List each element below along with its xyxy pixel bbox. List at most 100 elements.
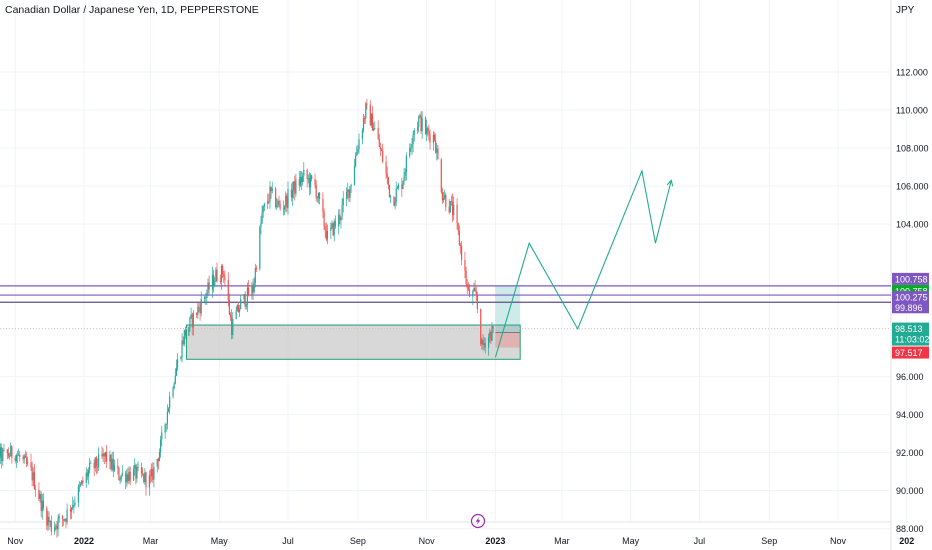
candle-body <box>403 175 405 182</box>
position-profit-zone[interactable] <box>495 285 521 333</box>
price-badge-label: 99.896 <box>895 303 923 313</box>
candle-body <box>196 312 198 315</box>
candle-body <box>357 148 359 152</box>
candle-body <box>128 471 130 481</box>
candle-body <box>102 453 104 457</box>
candle-body <box>348 189 350 198</box>
candle-body <box>338 214 340 227</box>
candle-body <box>245 304 247 307</box>
candle-body <box>490 332 492 341</box>
candle-body <box>385 161 387 174</box>
level-badge[interactable]: 100.758 <box>892 272 929 285</box>
candle-body <box>80 484 82 486</box>
candle-body <box>355 155 357 167</box>
candle-body <box>263 203 265 207</box>
candle-body <box>401 184 403 189</box>
candle-body <box>96 466 99 468</box>
candle-body <box>453 204 455 216</box>
candle-body <box>181 340 183 357</box>
candle-body <box>236 305 238 312</box>
candle-body <box>117 465 119 469</box>
candle-body <box>204 297 206 299</box>
candle-body <box>293 181 295 191</box>
candle-body <box>167 408 170 412</box>
candle-body <box>362 118 365 131</box>
candle-body <box>332 223 334 236</box>
candle-body <box>261 212 263 223</box>
candle-body <box>6 449 8 454</box>
candle-body <box>48 516 50 523</box>
x-tick-label: Mar <box>143 536 159 546</box>
candle-body <box>174 375 176 384</box>
candle-body <box>382 150 384 162</box>
projection-path[interactable] <box>494 168 672 358</box>
support-zone[interactable] <box>186 324 521 360</box>
candle-body <box>480 308 482 345</box>
candle-body <box>254 268 256 283</box>
candle-body <box>484 343 486 348</box>
candle-body <box>294 181 296 194</box>
price-badge-label: 97.517 <box>895 348 923 358</box>
candle-body <box>40 494 42 512</box>
candle-body <box>307 178 309 180</box>
level-badge[interactable]: 100.275 <box>892 291 929 304</box>
candle-body <box>24 455 26 458</box>
candle-body <box>93 462 95 469</box>
candle-body <box>492 326 494 329</box>
x-tick-label: Nov <box>7 536 24 546</box>
candle-body <box>299 177 302 186</box>
candle-body <box>277 200 279 206</box>
candle-body <box>420 115 422 132</box>
candle-body <box>322 198 324 212</box>
candle-body <box>34 489 37 490</box>
candle-body <box>42 500 45 509</box>
candle-body <box>69 509 72 512</box>
candle-body <box>379 146 382 150</box>
candle-body <box>442 198 445 201</box>
candle-body <box>64 519 66 521</box>
candle-body <box>459 245 462 247</box>
candle-body <box>468 289 471 297</box>
candle-body <box>205 297 207 299</box>
candle-body <box>247 287 250 296</box>
candle-body <box>450 201 453 203</box>
candle-body <box>110 454 112 470</box>
candle-body <box>118 468 120 481</box>
candle-body <box>2 450 4 462</box>
price-badge-bg <box>892 272 929 285</box>
candle-body <box>46 508 48 526</box>
candle-body <box>152 469 154 480</box>
candle-body <box>77 486 79 503</box>
candle-body <box>14 457 16 462</box>
candle-body <box>134 465 136 469</box>
candle-body <box>200 298 202 314</box>
candle-body <box>206 292 208 298</box>
candle-body <box>271 188 273 192</box>
x-tick-label: 2022 <box>74 536 94 546</box>
lightning-event-icon[interactable] <box>470 513 486 529</box>
candle-body <box>9 456 11 457</box>
candle-body <box>10 446 12 457</box>
candle-body <box>125 472 127 483</box>
candle-body <box>109 454 111 462</box>
candle-body <box>215 269 217 282</box>
candle-body <box>145 472 147 488</box>
candle-body <box>388 184 391 197</box>
candle-body <box>23 455 25 460</box>
candle-body <box>229 314 232 318</box>
candle-body <box>144 472 146 482</box>
candle-body <box>105 452 108 462</box>
stop-price-badge[interactable]: 97.517 <box>892 346 929 359</box>
candle-body <box>31 466 33 481</box>
x-tick-label: Jul <box>694 536 706 546</box>
candle-body <box>165 423 167 425</box>
candle-body <box>308 178 311 188</box>
candle-body <box>157 458 159 461</box>
candle-body <box>445 194 447 207</box>
level-badge[interactable]: 99.896 <box>892 301 929 314</box>
candle-body <box>189 317 191 328</box>
candle-body <box>421 117 423 132</box>
